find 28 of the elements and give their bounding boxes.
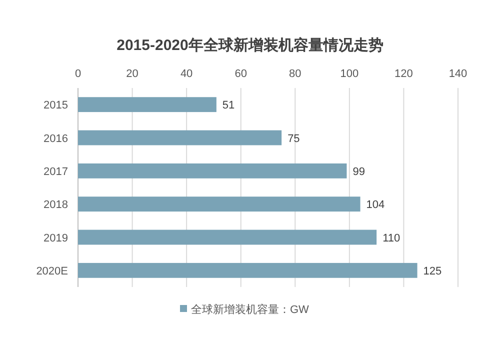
bar — [78, 130, 282, 146]
data-label: 104 — [366, 199, 385, 212]
x-tick-label: 60 — [234, 68, 247, 80]
bar — [78, 262, 418, 278]
data-label: 125 — [423, 265, 442, 278]
x-tick-label: 120 — [394, 68, 413, 80]
x-tick-label: 100 — [340, 68, 359, 80]
chart-title: 2015-2020年全球新增装机容量情况走势 — [116, 36, 384, 54]
x-tick-label: 80 — [289, 68, 302, 80]
y-tick-label: 2020E — [36, 265, 68, 278]
bar — [78, 163, 347, 178]
x-tick-label: 140 — [448, 68, 468, 80]
data-label: 51 — [222, 100, 235, 112]
y-tick-label: 2018 — [44, 199, 68, 212]
legend-label: 全球新增装机容量：GW — [191, 303, 310, 316]
data-label: 75 — [288, 132, 300, 145]
y-tick-label: 2019 — [44, 232, 68, 244]
y-tick-label: 2016 — [44, 132, 68, 145]
bar — [78, 196, 360, 212]
x-tick-label: 40 — [180, 68, 193, 80]
x-tick-label: 20 — [126, 68, 138, 80]
y-tick-label: 2017 — [44, 166, 68, 178]
data-label: 99 — [352, 166, 365, 178]
bar — [78, 97, 216, 112]
y-tick-label: 2015 — [44, 100, 68, 112]
bar — [78, 230, 377, 245]
data-label: 110 — [382, 232, 400, 244]
x-tick-label: 0 — [74, 68, 82, 80]
